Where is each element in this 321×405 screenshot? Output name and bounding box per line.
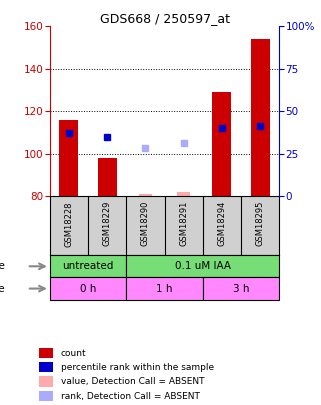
Text: dose: dose — [0, 261, 5, 271]
Text: percentile rank within the sample: percentile rank within the sample — [61, 363, 214, 372]
Bar — [203, 277, 279, 300]
Text: value, Detection Call = ABSENT: value, Detection Call = ABSENT — [61, 377, 204, 386]
Title: GDS668 / 250597_at: GDS668 / 250597_at — [100, 12, 230, 25]
Text: 1 h: 1 h — [156, 284, 173, 294]
Text: GSM18228: GSM18228 — [65, 201, 74, 247]
Text: rank, Detection Call = ABSENT: rank, Detection Call = ABSENT — [61, 392, 200, 401]
Bar — [98, 158, 117, 196]
Text: 3 h: 3 h — [233, 284, 249, 294]
Bar — [139, 194, 152, 196]
Text: 0 h: 0 h — [80, 284, 96, 294]
Bar — [39, 376, 53, 386]
Text: GSM18229: GSM18229 — [103, 201, 112, 247]
Text: untreated: untreated — [62, 261, 114, 271]
Text: time: time — [0, 284, 5, 294]
Text: GSM18291: GSM18291 — [179, 201, 188, 247]
Bar — [50, 277, 126, 300]
Bar — [126, 255, 279, 277]
Bar — [251, 39, 270, 196]
Text: GSM18294: GSM18294 — [217, 201, 226, 247]
Text: GSM18290: GSM18290 — [141, 201, 150, 247]
Bar — [50, 255, 126, 277]
Bar — [39, 362, 53, 372]
Text: 0.1 uM IAA: 0.1 uM IAA — [175, 261, 231, 271]
Bar — [39, 348, 53, 358]
Bar — [59, 120, 78, 196]
Bar — [126, 277, 203, 300]
Bar — [212, 92, 231, 196]
Text: count: count — [61, 349, 86, 358]
Bar — [39, 391, 53, 401]
Bar — [177, 192, 190, 196]
Text: GSM18295: GSM18295 — [256, 201, 265, 247]
